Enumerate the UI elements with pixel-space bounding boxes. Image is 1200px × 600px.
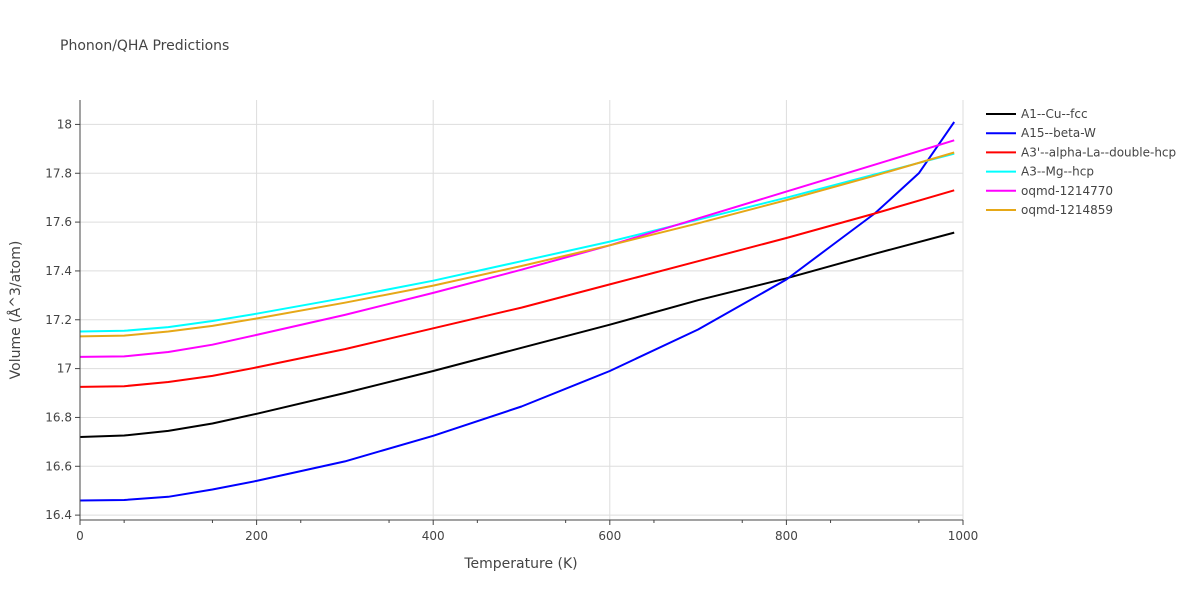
y-tick-label: 16.8	[45, 410, 72, 424]
x-tick-label: 0	[76, 529, 84, 543]
legend-label: oqmd-1214770	[1021, 184, 1113, 198]
y-axis-label: Volume (Å^3/atom)	[7, 241, 24, 380]
plot-series	[79, 121, 956, 502]
series-line-oqmd-1214770	[79, 139, 955, 358]
legend-label: A15--beta-W	[1021, 126, 1096, 140]
series-line-a15-beta-w	[79, 121, 956, 502]
axes	[79, 100, 963, 521]
x-axis-ticks: 0 200 400 600 800 1000	[76, 520, 978, 543]
y-tick-label: 16.6	[45, 459, 72, 473]
legend-label: oqmd-1214859	[1021, 203, 1113, 217]
y-tick-label: 17.8	[45, 166, 72, 180]
x-tick-label: 600	[598, 529, 621, 543]
legend-item[interactable]: oqmd-1214859	[986, 203, 1113, 217]
series-line-a3-mg-hcp	[79, 152, 955, 333]
x-tick-label: 400	[422, 529, 445, 543]
legend-item[interactable]: A3--Mg--hcp	[986, 165, 1094, 179]
y-tick-label: 17	[57, 362, 72, 376]
y-tick-label: 17.4	[45, 264, 72, 278]
chart-title: Phonon/QHA Predictions	[60, 38, 229, 54]
series-line-a1-cu-fcc	[79, 231, 955, 438]
x-tick-label: 1000	[948, 529, 979, 543]
legend-label: A1--Cu--fcc	[1021, 107, 1088, 121]
legend-item[interactable]: A3'--alpha-La--double-hcp	[986, 145, 1176, 159]
legend[interactable]: A1--Cu--fcc A15--beta-W A3'--alpha-La--dou…	[986, 107, 1176, 217]
x-tick-label: 200	[245, 529, 268, 543]
y-tick-label: 17.6	[45, 215, 72, 229]
legend-item[interactable]: A1--Cu--fcc	[986, 107, 1088, 121]
legend-item[interactable]: oqmd-1214770	[986, 184, 1113, 198]
y-tick-label: 16.4	[45, 508, 72, 522]
x-axis-label: Temperature (K)	[463, 556, 577, 572]
legend-label: A3'--alpha-La--double-hcp	[1021, 145, 1176, 159]
series-line-oqmd-1214859	[79, 151, 955, 338]
x-tick-label: 800	[775, 529, 798, 543]
y-tick-label: 17.2	[45, 313, 72, 327]
series-line-a3-alpha-la-double-hcp	[79, 189, 955, 388]
grid	[80, 100, 964, 520]
legend-label: A3--Mg--hcp	[1021, 165, 1094, 179]
y-tick-label: 18	[57, 117, 72, 131]
y-axis-ticks: 16.4 16.6 16.8 17 17.2 17.4 17.6 17.8 18	[45, 117, 80, 522]
legend-item[interactable]: A15--beta-W	[986, 126, 1096, 140]
